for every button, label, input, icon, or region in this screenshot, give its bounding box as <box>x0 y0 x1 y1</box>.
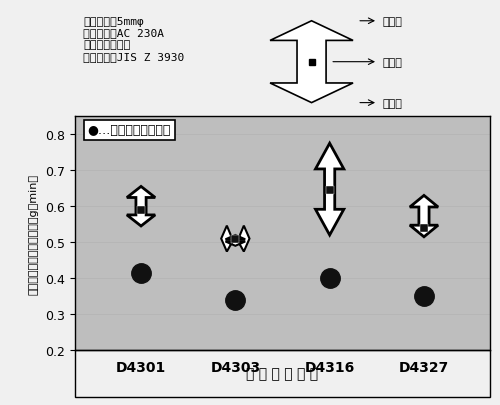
Text: 溶 接 棒 の 種 類: 溶 接 棒 の 種 類 <box>246 367 318 381</box>
Polygon shape <box>410 196 438 237</box>
Polygon shape <box>127 187 155 226</box>
Text: ●…低ヒューム溶接棒: ●…低ヒューム溶接棒 <box>88 124 171 137</box>
Text: 平均値: 平均値 <box>382 58 402 68</box>
Text: 最小値: 最小値 <box>382 98 402 109</box>
Polygon shape <box>221 226 250 252</box>
Text: 棒径　　：5mmφ
溶接電流：AC 230A
溶接姿勢：下向
測定方法：JIS Z 3930: 棒径 ：5mmφ 溶接電流：AC 230A 溶接姿勢：下向 測定方法：JIS Z… <box>84 17 184 62</box>
Polygon shape <box>316 144 344 235</box>
Text: 最大値: 最大値 <box>382 17 402 27</box>
Y-axis label: 時間あたりのヒューム量（g／min）: 時間あたりのヒューム量（g／min） <box>28 173 38 294</box>
Polygon shape <box>270 22 353 103</box>
